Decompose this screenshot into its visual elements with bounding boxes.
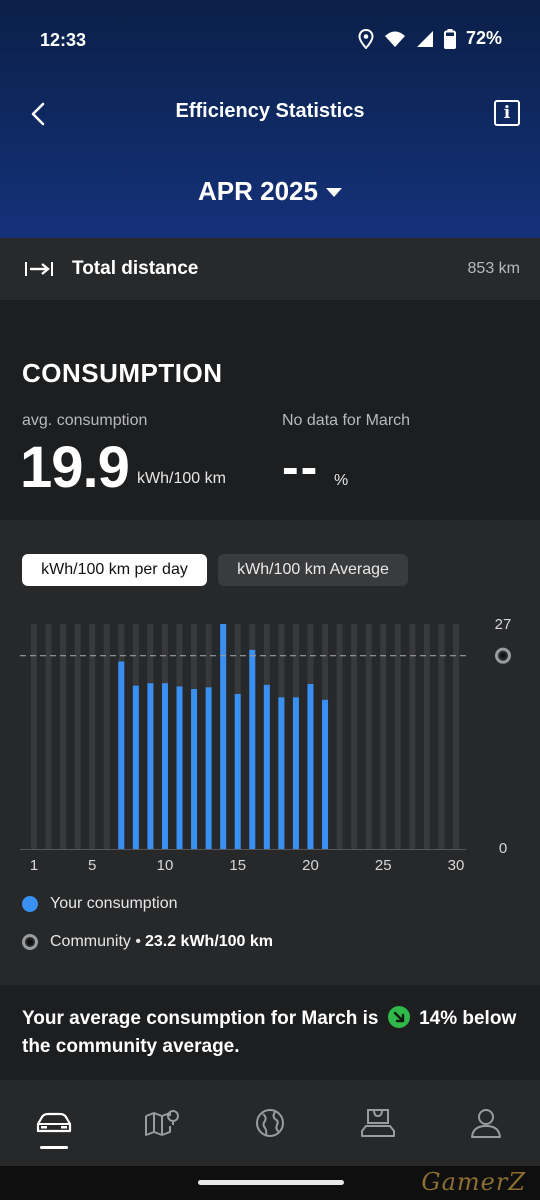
month-selector[interactable]: APR 2025 xyxy=(0,176,540,207)
comparison-label: No data for March xyxy=(282,412,411,429)
avg-consumption-unit: kWh/100 km xyxy=(137,470,226,487)
globe-icon xyxy=(256,1109,284,1137)
wifi-icon xyxy=(384,31,405,47)
chart-bar-track xyxy=(394,624,401,849)
distance-arrow-icon xyxy=(25,262,53,276)
x-tick-label: 25 xyxy=(375,857,392,874)
comparison-value: -- xyxy=(282,439,320,495)
battery-icon xyxy=(443,28,456,49)
nav-vehicle[interactable] xyxy=(24,1093,84,1153)
chart-bar xyxy=(249,649,256,849)
chart-bar-track xyxy=(409,624,416,849)
nav-profile[interactable] xyxy=(456,1093,516,1153)
x-tick-label: 1 xyxy=(30,857,38,874)
chart-bar xyxy=(161,683,168,849)
chart-bar-track xyxy=(380,624,387,849)
chart-bar xyxy=(322,699,329,849)
battery-level: 72% xyxy=(465,28,502,48)
nav-store[interactable] xyxy=(348,1093,408,1153)
x-tick-label: 20 xyxy=(302,857,319,874)
distance-label: Total distance xyxy=(72,258,199,279)
nav-globe[interactable] xyxy=(240,1093,300,1153)
location-icon xyxy=(358,28,374,49)
legend-blue-dot-icon xyxy=(22,896,38,912)
chart-bar xyxy=(234,694,241,849)
header: 12:33 72% Efficiency Statistics i xyxy=(0,0,540,238)
chart-bar-track xyxy=(351,624,358,849)
chart-bar xyxy=(176,686,183,849)
nav-map[interactable] xyxy=(132,1093,192,1153)
chart-bar xyxy=(191,689,198,849)
total-distance-row: Total distance 853 km xyxy=(0,238,540,300)
info-icon: i xyxy=(503,103,511,123)
watermark: GamerZ xyxy=(421,1168,526,1196)
distance-value: 853 km xyxy=(467,260,520,277)
chart-bar-track xyxy=(60,624,67,849)
status-time: 12:33 xyxy=(40,30,87,50)
chart-bar xyxy=(147,683,154,849)
legend-yours-label: Your consumption xyxy=(50,895,178,912)
community-marker-center xyxy=(500,653,506,659)
page-title: Efficiency Statistics xyxy=(175,100,365,122)
chart-bar xyxy=(263,684,270,849)
chart-bar-track xyxy=(103,624,110,849)
status-bar: 12:33 72% xyxy=(0,0,540,80)
chart-bar-track xyxy=(423,624,430,849)
chart-bar xyxy=(132,685,139,849)
bottom-nav xyxy=(0,1080,540,1166)
consumption-title: CONSUMPTION xyxy=(22,358,223,388)
legend-yours: Your consumption xyxy=(22,895,178,913)
x-tick-label: 30 xyxy=(448,857,465,874)
summary-text-after: 14% below the community average. xyxy=(22,1008,517,1057)
profile-icon xyxy=(471,1109,501,1138)
chart-bar xyxy=(220,624,227,849)
summary-message: Your average consumption for March is 14… xyxy=(0,985,540,1080)
chart-bar-track xyxy=(74,624,81,849)
month-label: APR 2025 xyxy=(198,176,318,206)
arrow-down-right-icon xyxy=(387,1006,410,1028)
chart-bar-track xyxy=(365,624,372,849)
map-icon xyxy=(145,1110,179,1136)
toggle-per-day[interactable]: kWh/100 km per day xyxy=(22,554,207,586)
consumption-section: CONSUMPTION avg. consumption 19.9 kWh/10… xyxy=(0,300,540,520)
back-button[interactable] xyxy=(24,98,54,130)
y-tick-label: 0 xyxy=(499,840,507,857)
home-gesture-pill[interactable] xyxy=(198,1180,344,1185)
legend-community-label: Community • xyxy=(50,933,141,950)
toggle-average[interactable]: kWh/100 km Average xyxy=(218,554,408,586)
x-tick-label: 15 xyxy=(229,857,246,874)
avg-consumption-label: avg. consumption xyxy=(22,412,148,429)
chart-bar xyxy=(118,661,125,849)
status-icons: 72% xyxy=(358,28,502,49)
chevron-left-icon xyxy=(31,102,45,126)
x-tick-label: 10 xyxy=(157,857,174,874)
chart-bar xyxy=(292,697,299,849)
legend-community: Community • 23.2 kWh/100 km xyxy=(22,933,273,951)
nav-active-indicator xyxy=(40,1146,68,1149)
info-button[interactable]: i xyxy=(494,100,520,126)
chart-bar-track xyxy=(45,624,52,849)
y-tick-label: 27 xyxy=(495,616,512,633)
chart-bar xyxy=(307,684,314,849)
chart-bar-track xyxy=(89,624,96,849)
chart-bar-track xyxy=(453,624,459,849)
system-nav-bar xyxy=(0,1166,540,1200)
car-icon xyxy=(36,1112,72,1133)
chart-bar-track xyxy=(31,624,37,849)
store-icon xyxy=(361,1109,395,1137)
chart-bar-track xyxy=(438,624,445,849)
legend-community-dot-icon xyxy=(22,934,38,950)
summary-text-before: Your average consumption for March is xyxy=(22,1008,379,1029)
signal-icon xyxy=(416,30,433,47)
avg-consumption-value: 19.9 xyxy=(20,435,130,500)
chart-bar-track xyxy=(336,624,343,849)
comparison-unit: % xyxy=(334,472,349,489)
chart-bar xyxy=(205,687,212,849)
x-tick-label: 5 xyxy=(88,857,96,874)
legend-community-value: 23.2 kWh/100 km xyxy=(144,933,274,950)
chart-bar xyxy=(278,697,285,849)
caret-down-icon xyxy=(325,188,342,197)
